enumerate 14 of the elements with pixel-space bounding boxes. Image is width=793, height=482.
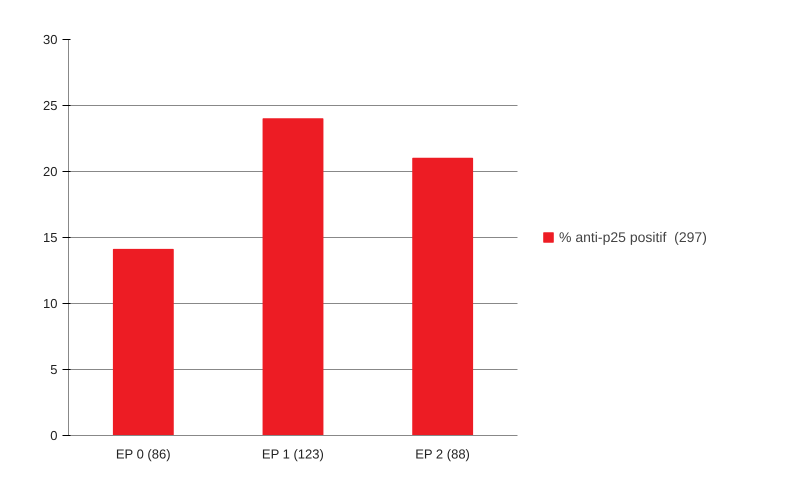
bar bbox=[262, 118, 324, 436]
y-tick-label: 25 bbox=[43, 98, 58, 113]
bar bbox=[412, 158, 474, 436]
y-tick-label: 30 bbox=[43, 32, 58, 47]
y-tick-label: 15 bbox=[43, 230, 58, 245]
x-tick-label: EP 0 (86) bbox=[116, 446, 171, 462]
y-tick-label: 10 bbox=[43, 296, 58, 311]
x-tick-label: EP 2 (88) bbox=[415, 446, 470, 462]
bar bbox=[112, 248, 174, 436]
y-tick-label: 5 bbox=[50, 362, 58, 377]
y-tick-label: 20 bbox=[43, 164, 58, 179]
y-tick-label: 0 bbox=[50, 428, 58, 443]
x-tick-label: EP 1 (123) bbox=[262, 446, 324, 462]
legend-label: % anti-p25 positif (297) bbox=[559, 229, 707, 245]
